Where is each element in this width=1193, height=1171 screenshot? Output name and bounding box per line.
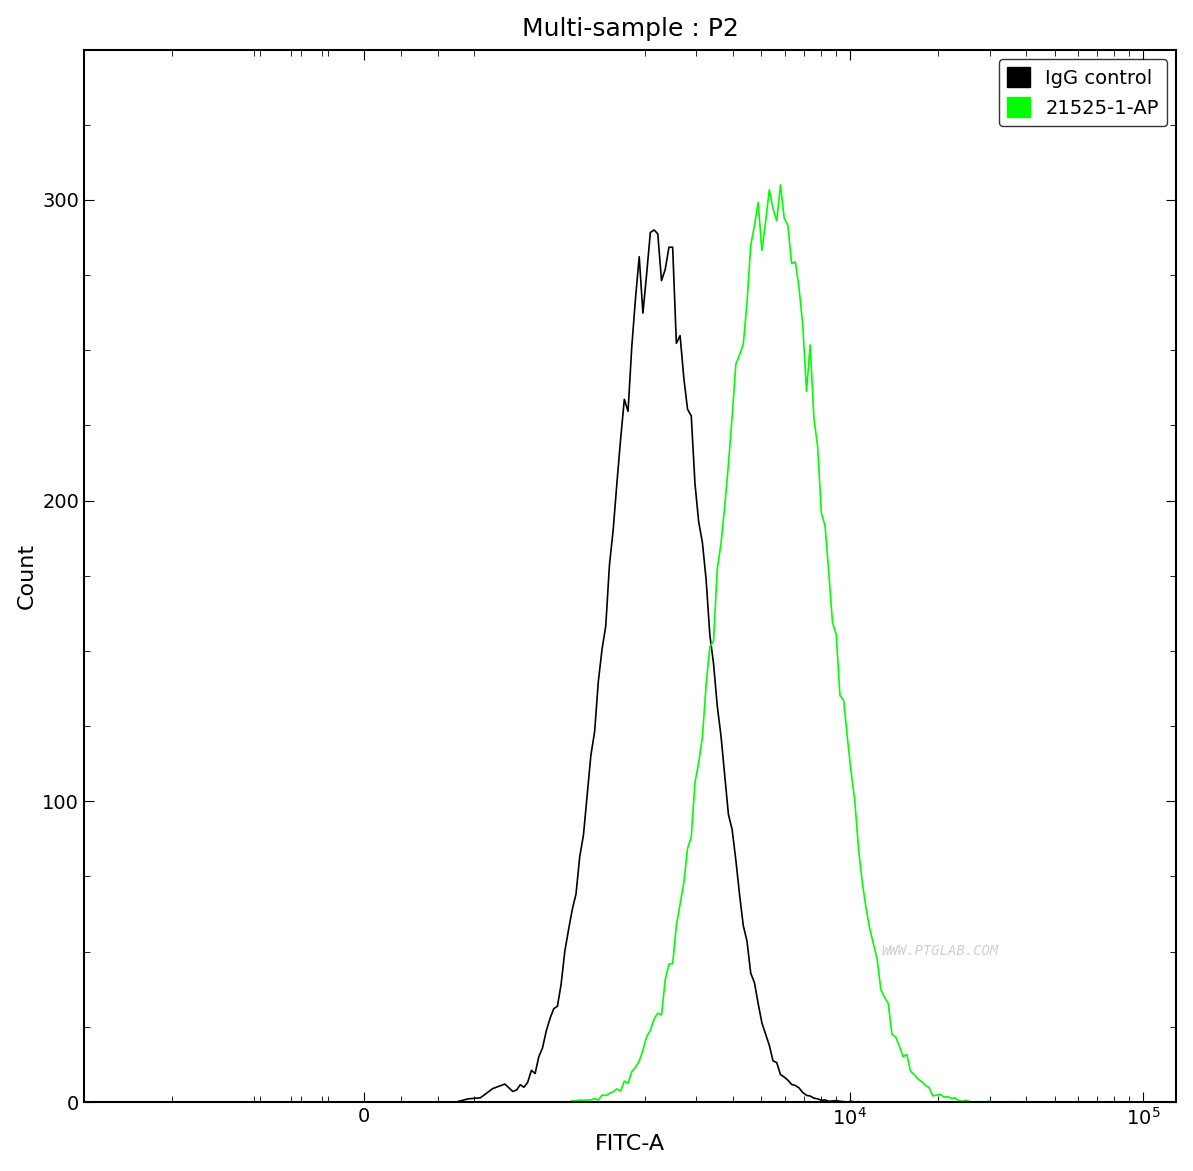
21525-1-AP	[773, 178, 787, 192]
21525-1-AP	[602, 1087, 617, 1101]
IgG control	[1167, 1095, 1181, 1109]
Line: IgG control: IgG control	[88, 230, 1174, 1102]
21525-1-AP	[606, 1084, 620, 1098]
21525-1-AP	[639, 1029, 654, 1043]
IgG control	[543, 1012, 557, 1026]
Title: Multi-sample : P2: Multi-sample : P2	[521, 16, 738, 41]
21525-1-AP	[592, 1093, 606, 1107]
Line: 21525-1-AP: 21525-1-AP	[88, 185, 1174, 1102]
Text: WWW.PTGLAB.COM: WWW.PTGLAB.COM	[882, 944, 999, 958]
IgG control	[639, 267, 654, 281]
IgG control	[606, 523, 620, 537]
IgG control	[592, 674, 606, 689]
X-axis label: FITC-A: FITC-A	[595, 1135, 666, 1155]
IgG control	[81, 1095, 95, 1109]
21525-1-AP	[543, 1095, 557, 1109]
IgG control	[1033, 1095, 1047, 1109]
21525-1-AP	[1033, 1095, 1047, 1109]
Y-axis label: Count: Count	[17, 542, 37, 609]
21525-1-AP	[1167, 1095, 1181, 1109]
IgG control	[602, 557, 617, 571]
21525-1-AP	[81, 1095, 95, 1109]
IgG control	[647, 222, 661, 237]
Legend: IgG control, 21525-1-AP: IgG control, 21525-1-AP	[999, 60, 1167, 125]
